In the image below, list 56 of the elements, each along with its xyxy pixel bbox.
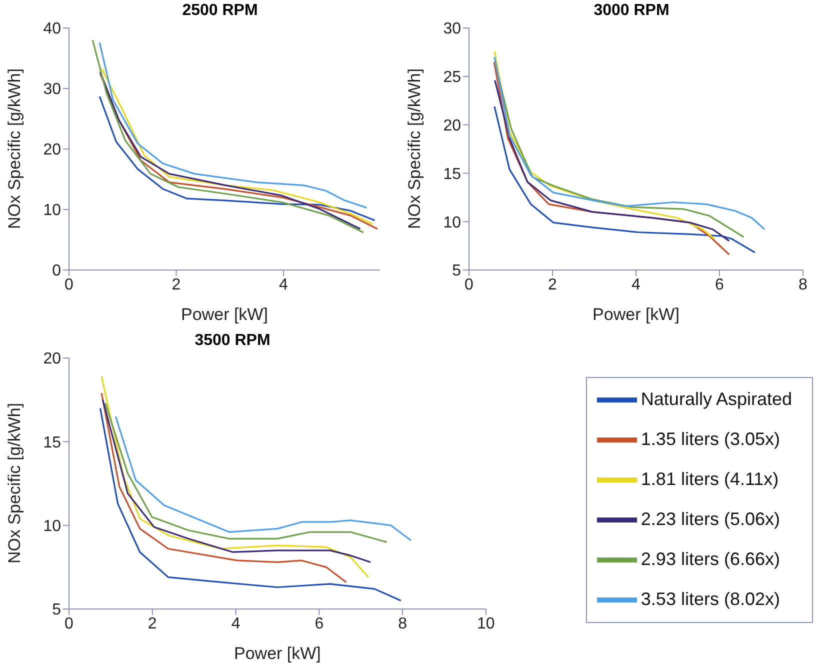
y-axis-title: NOx Specific [g/kWh] <box>5 68 24 229</box>
line-series <box>98 96 376 222</box>
y-tick-label: 20 <box>443 117 462 134</box>
y-tick-label: 15 <box>443 166 462 183</box>
y-tick-label: 5 <box>452 262 462 280</box>
y-tick-label: 10 <box>43 518 62 536</box>
x-tick-label: 4 <box>231 615 240 632</box>
y-tick-label: 40 <box>43 20 62 38</box>
y-tick-label: 5 <box>52 602 62 619</box>
line-series <box>92 39 364 234</box>
legend-label: 3.53 liters (8.02x) <box>640 588 780 608</box>
line-series <box>100 376 370 578</box>
x-tick-label: 8 <box>398 615 408 632</box>
y-tick-label: 30 <box>43 81 62 98</box>
y-axis-title: NOx Specific [g/kWh] <box>405 68 424 229</box>
x-tick-label: 2 <box>148 615 157 632</box>
x-tick-label: 0 <box>64 615 74 632</box>
line-series <box>494 50 716 240</box>
y-tick-label: 20 <box>43 350 62 368</box>
chart-title: 2500 RPM <box>181 2 259 20</box>
line-series <box>104 402 388 543</box>
line-series <box>100 392 348 584</box>
legend-label: 1.81 liters (4.11x) <box>640 468 779 488</box>
legend-label: 2.93 liters (6.66x) <box>640 548 780 568</box>
y-tick-label: 20 <box>43 142 62 159</box>
line-series <box>99 407 402 602</box>
line-series <box>494 79 730 242</box>
y-tick-label: 10 <box>43 202 62 220</box>
y-axis-title: NOx Specific [g/kWh] <box>5 402 24 564</box>
line-series <box>98 42 368 208</box>
x-tick-label: 0 <box>64 276 74 294</box>
line-series <box>494 106 756 254</box>
legend-label: Naturally Aspirated <box>640 388 792 408</box>
chart-title: 3000 RPM <box>592 2 670 20</box>
x-axis-title: Power [kW] <box>592 305 680 324</box>
line-series <box>102 399 372 563</box>
x-tick-label: 0 <box>464 276 474 294</box>
x-axis-title: Power [kW] <box>234 644 321 663</box>
line-series <box>114 416 412 542</box>
y-tick-label: 10 <box>443 214 462 232</box>
x-tick-label: 4 <box>632 276 641 294</box>
y-tick-label: 0 <box>52 262 62 280</box>
chart-title: 3500 RPM <box>194 332 272 350</box>
x-tick-label: 10 <box>477 615 495 632</box>
y-tick-label: 30 <box>443 20 462 38</box>
x-tick-label: 2 <box>548 276 558 294</box>
legend-label: 2.23 liters (5.06x) <box>640 508 780 528</box>
x-tick-label: 6 <box>715 276 724 294</box>
x-tick-label: 4 <box>279 276 288 294</box>
y-tick-label: 25 <box>443 69 462 86</box>
x-tick-label: 2 <box>172 276 181 294</box>
x-tick-label: 8 <box>798 276 808 294</box>
x-tick-label: 6 <box>314 615 324 632</box>
legend-label: 1.35 liters (3.05x) <box>640 428 780 448</box>
y-tick-label: 15 <box>43 434 62 452</box>
x-axis-title: Power [kW] <box>181 305 268 324</box>
